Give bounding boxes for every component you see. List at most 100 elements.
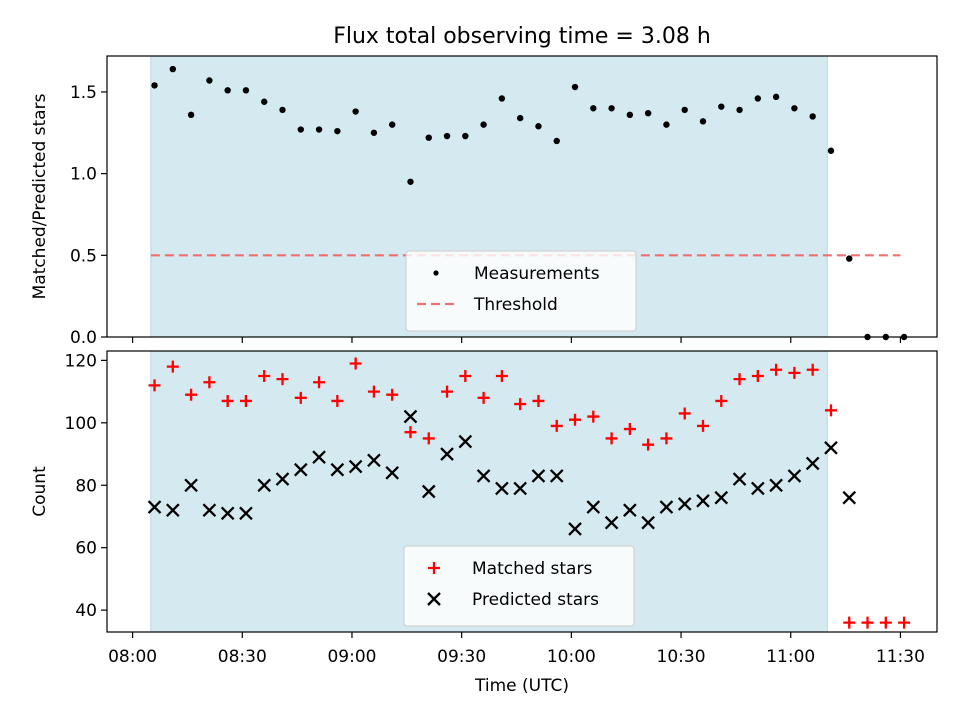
- x-tick-label: 11:30: [876, 647, 925, 667]
- x-tick-label: 09:30: [437, 647, 486, 667]
- data-point: [258, 369, 271, 382]
- data-point: [678, 407, 691, 420]
- data-point: [220, 506, 235, 521]
- data-point: [516, 114, 524, 122]
- legend: Matched stars Predicted stars: [403, 545, 635, 627]
- data-point: [151, 82, 158, 89]
- data-point: [586, 500, 601, 514]
- data-point: [293, 462, 308, 477]
- data-point: [699, 118, 707, 125]
- data-point: [824, 404, 837, 417]
- data-point: [751, 369, 764, 382]
- data-point: [733, 373, 746, 386]
- y-tick-label: 60: [75, 539, 97, 559]
- data-point: [184, 478, 198, 493]
- data-point: [261, 98, 268, 105]
- data-point: [513, 481, 527, 496]
- data-point: [715, 394, 728, 407]
- data-point: [312, 450, 326, 464]
- data-point: [608, 105, 615, 112]
- data-point: [696, 494, 710, 508]
- data-point: [367, 453, 381, 468]
- y-tick-label: 80: [75, 476, 97, 496]
- data-point: [331, 394, 344, 407]
- data-point: [809, 113, 816, 120]
- data-point: [751, 481, 765, 496]
- data-point: [641, 515, 655, 530]
- data-point: [385, 465, 400, 480]
- data-point: [660, 432, 673, 445]
- x-tick-label: 10:30: [657, 647, 706, 667]
- data-point: [166, 360, 179, 373]
- data-point: [626, 111, 634, 119]
- data-point: [276, 373, 289, 386]
- x-tick-label: 09:00: [327, 647, 376, 667]
- data-point: [294, 391, 307, 404]
- data-point: [206, 77, 213, 84]
- data-point: [403, 409, 418, 424]
- data-point: [714, 490, 729, 505]
- data-point: [663, 121, 670, 128]
- data-point: [239, 506, 253, 521]
- data-point: [388, 121, 396, 128]
- legend-box: [403, 545, 635, 627]
- data-point: [772, 93, 780, 101]
- panel-2: 40 60 80 100 120 08:00 08:30 09:00 09:30 10:00 10:…: [30, 350, 938, 667]
- data-point: [148, 379, 161, 392]
- legend-box: [405, 250, 637, 332]
- data-point: [898, 616, 911, 629]
- data-point: [421, 484, 436, 499]
- legend-label: Threshold: [473, 295, 558, 315]
- legend: Measurements Threshold: [405, 250, 637, 332]
- axes-frame: [106, 55, 938, 338]
- data-point: [843, 616, 856, 629]
- data-point: [677, 497, 692, 511]
- data-point: [221, 394, 234, 407]
- data-point: [425, 134, 432, 141]
- y-tick-label: 40: [75, 601, 97, 621]
- data-point: [571, 83, 579, 91]
- data-point: [169, 65, 177, 73]
- data-point: [623, 423, 636, 436]
- data-point: [659, 500, 674, 514]
- data-point: [861, 616, 874, 629]
- series-measurements: [151, 65, 908, 341]
- data-point: [476, 469, 491, 483]
- data-point: [458, 434, 473, 449]
- data-point: [440, 447, 454, 461]
- data-point: [480, 121, 487, 128]
- x-tick-label: 08:30: [218, 647, 267, 667]
- legend-label: Matched stars: [472, 559, 592, 579]
- data-point: [352, 108, 359, 115]
- data-point: [788, 366, 801, 379]
- chart-title: Flux total observing time = 3.08 h: [333, 24, 711, 49]
- data-point: [315, 126, 323, 133]
- data-point: [443, 132, 451, 140]
- data-point: [370, 129, 378, 136]
- y-tick-label: 0.5: [70, 246, 97, 266]
- axes-frame: [106, 350, 938, 633]
- data-point: [550, 419, 563, 432]
- legend-dot-swatch: [433, 270, 439, 276]
- y-tick-label: 1.0: [70, 165, 97, 185]
- y-tick-label: 0.0: [70, 328, 97, 348]
- data-point: [279, 106, 286, 114]
- data-point: [846, 255, 853, 262]
- data-point: [642, 438, 655, 451]
- data-point: [842, 490, 857, 505]
- data-point: [275, 472, 290, 486]
- data-point: [334, 127, 341, 135]
- data-point: [242, 87, 250, 94]
- data-point: [495, 369, 508, 382]
- y-axis-label: Matched/Predicted stars: [30, 93, 50, 299]
- data-point: [535, 123, 542, 130]
- panel-1: 0.0 0.5 1.0 1.5 Matched/Predicted stars Measu…: [30, 55, 938, 348]
- data-point: [532, 394, 545, 407]
- data-point: [459, 369, 472, 382]
- data-point: [590, 105, 597, 112]
- data-point: [531, 469, 546, 483]
- data-point: [386, 388, 399, 401]
- legend-label: Measurements: [474, 264, 600, 284]
- y-axis-label: Count: [30, 466, 50, 517]
